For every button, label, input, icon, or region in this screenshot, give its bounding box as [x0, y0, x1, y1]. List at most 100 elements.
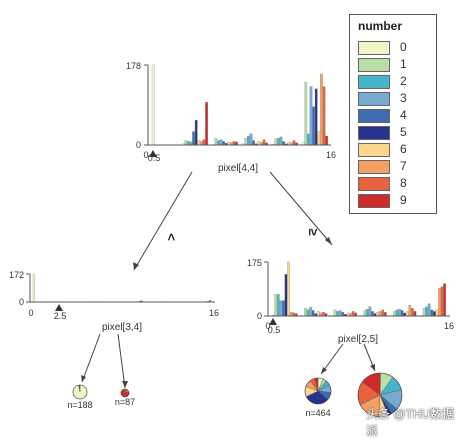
legend-swatch-4: [358, 109, 390, 123]
root-x-max-label: 16: [326, 150, 336, 160]
legend-item-7: 7: [358, 160, 434, 174]
right-bar-g2-digit-3: [339, 310, 341, 316]
left-x-max-label: 16: [209, 308, 219, 318]
root-bar-g2-digit-1: [215, 138, 217, 145]
right-split-label: 0.5: [268, 325, 281, 335]
right-bar-g2-digit-4: [342, 312, 344, 316]
right-bar-g5-digit-3: [428, 304, 430, 316]
left-bars: [33, 274, 211, 302]
legend-label-4: 4: [400, 108, 407, 122]
legend-label-6: 6: [400, 142, 407, 156]
edge-left-leaf-a-arrowhead: [81, 375, 86, 382]
right-bar-g4-digit-3: [398, 309, 400, 316]
watermark: 头条 @THU数据派: [366, 405, 464, 439]
root-bar-g5-digit-4: [312, 107, 314, 145]
right-bar-g3-digit-7: [379, 311, 381, 316]
root-bar-g0-digit-0: [152, 65, 154, 145]
root-bar-g1-digit-9: [205, 102, 207, 145]
right-bar-g5-digit-6: [436, 310, 438, 316]
right-bar-g5-digit-1: [423, 308, 425, 316]
right-y-zero-label: 0: [257, 311, 262, 321]
root-bar-g1-digit-5: [195, 120, 197, 145]
legend-swatch-6: [358, 143, 390, 157]
right-bar-g3-digit-3: [369, 307, 371, 316]
right-bar-g0-digit-5: [285, 274, 287, 316]
root-bar-g1-digit-7: [200, 141, 202, 145]
leaf-a-pie: [73, 385, 87, 399]
left-y-zero-label: 0: [19, 297, 24, 307]
legend-item-4: 4: [358, 109, 434, 123]
legend-label-8: 8: [400, 176, 407, 190]
right-bar-g2-digit-1: [334, 310, 336, 316]
legend-label-0: 0: [400, 40, 407, 54]
edge-left-leaf-a: [82, 334, 100, 382]
edges: < ≥: [81, 172, 375, 388]
legend-swatch-5: [358, 126, 390, 140]
root-bar-g5-digit-2: [307, 134, 309, 145]
legend-item-8: 8: [358, 177, 434, 191]
root-bar-g1-digit-1: [185, 141, 187, 145]
right-bar-g5-digit-4: [431, 310, 433, 316]
right-bar-g0-digit-2: [277, 294, 279, 316]
right-bar-g0-digit-1: [275, 294, 277, 316]
legend-item-5: 5: [358, 126, 434, 140]
edge-left-leaf-b: [118, 334, 125, 388]
right-bar-g1-digit-8: [322, 312, 324, 316]
right-bar-g5-digit-2: [425, 307, 427, 316]
right-bar-g0-digit-3: [280, 301, 282, 316]
leaf-b-pie: [121, 389, 129, 397]
left-node-histogram: 172 0 0 16 2.5 pixel[3,4]: [9, 270, 219, 333]
legend-item-1: 1: [358, 58, 434, 72]
legend-swatch-0: [358, 41, 390, 55]
root-bar-g2-digit-4: [222, 141, 224, 145]
right-bar-g1-digit-3: [309, 307, 311, 316]
right-bar-g3-digit-8: [382, 310, 384, 316]
leaf-a-count-label: n=188: [67, 400, 92, 410]
root-bar-g5-digit-1: [305, 82, 307, 145]
left-node-label: pixel[3,4]: [102, 322, 142, 333]
left-split-marker: [55, 304, 63, 311]
right-node-histogram: 175 0 0 16 0.5 pixel[2,5]: [247, 258, 454, 345]
edge-label-greater-equal: ≥: [306, 228, 321, 235]
right-bar-g4-digit-1: [393, 311, 395, 316]
root-y-max-label: 178: [126, 61, 141, 71]
right-bar-g3-digit-1: [364, 310, 366, 316]
right-x-max-label: 16: [444, 321, 454, 331]
edge-root-right: [270, 172, 332, 245]
legend-swatch-8: [358, 177, 390, 191]
right-bar-g1-digit-6: [317, 311, 319, 316]
root-bar-g1-digit-6: [198, 141, 200, 145]
edge-right-leaf-c-arrowhead: [321, 367, 327, 374]
legend-swatch-9: [358, 194, 390, 208]
root-bar-g3-digit-6: [258, 141, 260, 145]
root-bar-g2-digit-3: [220, 140, 222, 145]
right-bar-g4-digit-2: [396, 310, 398, 316]
root-bar-g4-digit-3: [280, 137, 282, 145]
right-bar-g3-digit-4: [371, 311, 373, 316]
root-split-label: 0.5: [148, 153, 161, 163]
right-bar-g5-digit-9: [443, 284, 445, 316]
legend-item-2: 2: [358, 75, 434, 89]
legend-label-7: 7: [400, 159, 407, 173]
legend-item-0: 0: [358, 41, 434, 55]
root-bar-g4-digit-4: [282, 141, 284, 145]
legend-label-5: 5: [400, 125, 407, 139]
leaf-c-pie: [305, 378, 331, 404]
left-split-label: 2.5: [54, 311, 67, 321]
right-bar-g2-digit-8: [352, 311, 354, 316]
root-bar-g5-digit-9: [325, 136, 327, 145]
right-bar-g5-digit-5: [433, 311, 435, 316]
root-bar-g3-digit-1: [245, 138, 247, 145]
right-bar-g0-digit-4: [282, 301, 284, 316]
right-bar-g3-digit-6: [376, 312, 378, 316]
edge-right-leaf-d-arrowhead: [370, 364, 375, 371]
right-bar-g4-digit-8: [411, 308, 413, 316]
edge-label-less-than: <: [164, 233, 179, 241]
root-bar-g5-digit-5: [315, 89, 317, 145]
legend-label-3: 3: [400, 91, 407, 105]
root-y-zero-label: 0: [136, 140, 141, 150]
root-bar-g3-digit-3: [250, 134, 252, 145]
legend-swatch-7: [358, 160, 390, 174]
right-bar-g1-digit-1: [304, 308, 306, 316]
